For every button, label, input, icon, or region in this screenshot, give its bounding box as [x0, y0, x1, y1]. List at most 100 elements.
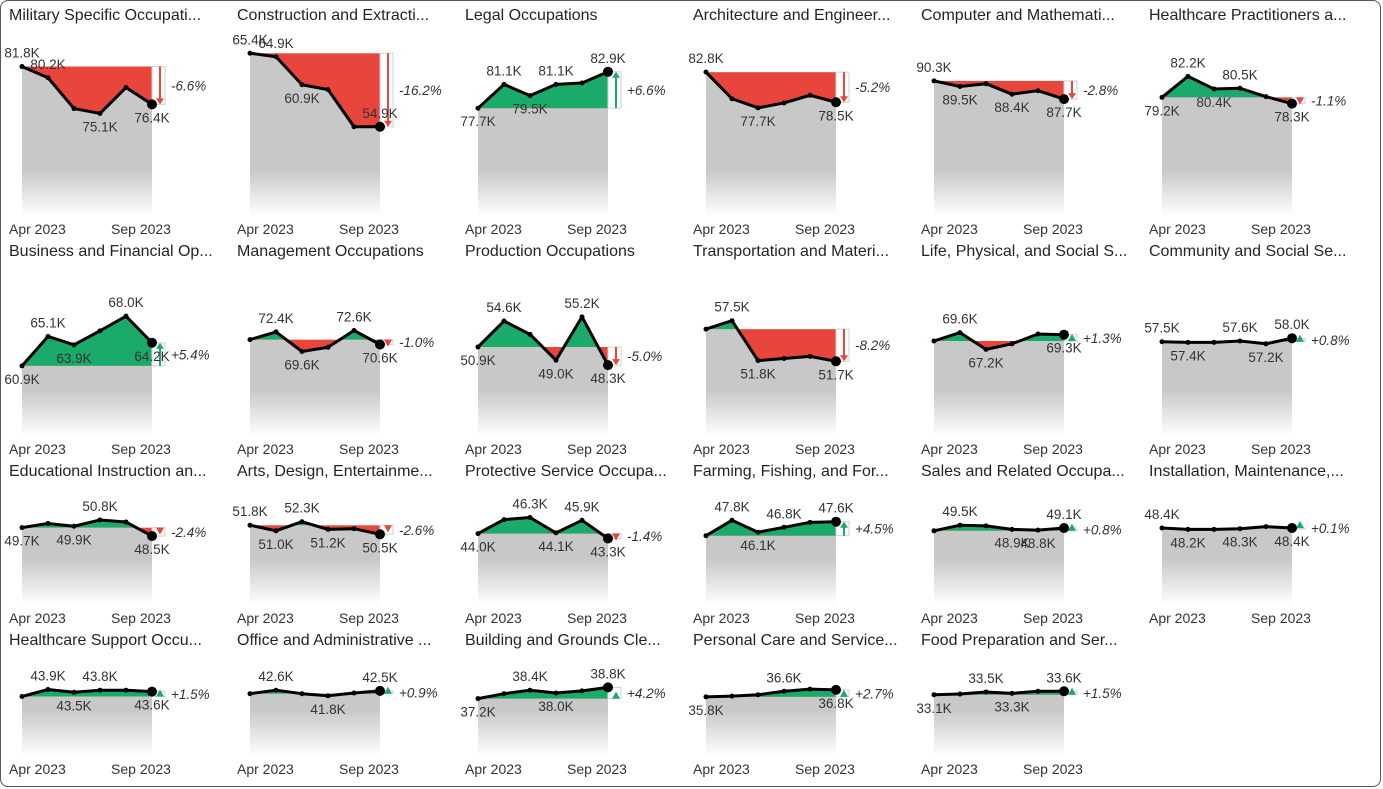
series-line	[477, 516, 609, 540]
triangle-up-icon	[1296, 521, 1304, 528]
x-tick-label: Sep 2023	[111, 441, 171, 457]
data-point	[273, 54, 279, 60]
x-tick-label: Sep 2023	[111, 761, 171, 777]
x-tick-label: Sep 2023	[111, 610, 171, 626]
data-label: 38.0K	[538, 699, 573, 714]
x-tick-label: Apr 2023	[921, 221, 978, 237]
last-data-point	[1059, 523, 1069, 533]
panel-title: Military Specific Occupati...	[9, 7, 202, 24]
data-label: 43.5K	[56, 698, 91, 713]
panel-title: Farming, Fishing, and For...	[693, 463, 889, 480]
area-fade	[1162, 170, 1292, 216]
data-point	[123, 687, 129, 693]
arrow-down-icon	[1068, 93, 1076, 100]
data-point	[299, 519, 305, 525]
delta-percent-label: -16.2%	[399, 83, 442, 98]
triangle-down-icon	[612, 533, 620, 541]
panel-18: +1.5% 43.9K 43.5K 43.8K 43.6K Apr 2023 Sep 202…	[9, 669, 210, 778]
area-fade	[22, 170, 152, 216]
data-label: 51.0K	[258, 537, 293, 552]
data-point	[501, 691, 507, 697]
x-tick-label: Apr 2023	[9, 610, 66, 626]
data-point	[19, 363, 25, 369]
data-label: 50.8K	[82, 499, 117, 514]
data-label: 51.8K	[740, 367, 775, 382]
x-tick-label: Sep 2023	[795, 221, 855, 237]
panel-title: Management Occupations	[237, 243, 424, 260]
x-tick-label: Sep 2023	[795, 761, 855, 777]
delta-percent-label: -1.4%	[627, 529, 662, 544]
data-label: 75.1K	[82, 119, 117, 134]
triangle-up-icon	[1068, 334, 1076, 341]
data-label: 89.5K	[942, 93, 977, 108]
panel-3: -5.2% 82.8K 77.7K 78.5K Apr 2023 Sep 2023	[688, 51, 890, 237]
series-line	[705, 319, 837, 363]
series-line	[477, 685, 609, 701]
data-label: 33.6K	[1046, 670, 1081, 685]
x-tick-label: Apr 2023	[693, 761, 750, 777]
data-label: 41.8K	[310, 702, 345, 717]
x-tick-label: Apr 2023	[921, 441, 978, 457]
x-tick-label: Sep 2023	[1251, 441, 1311, 457]
panel-title: Healthcare Support Occu...	[9, 632, 202, 649]
data-point	[273, 687, 279, 693]
delta-percent-label: +0.9%	[399, 685, 438, 700]
arrow-down-icon	[612, 359, 620, 366]
series-line	[933, 689, 1064, 697]
data-label: 80.2K	[30, 57, 65, 72]
x-tick-label: Sep 2023	[567, 221, 627, 237]
x-tick-label: Sep 2023	[1023, 441, 1083, 457]
data-label: 50.9K	[460, 353, 495, 368]
data-point	[1237, 338, 1243, 344]
data-label: 49.5K	[942, 504, 977, 519]
delta-percent-label: -5.0%	[627, 349, 662, 364]
data-label: 52.3K	[284, 501, 319, 516]
data-label: 35.8K	[688, 703, 723, 718]
data-point	[1035, 331, 1041, 337]
delta-percent-label: +0.8%	[1311, 333, 1350, 348]
panel-title: Life, Physical, and Social S...	[921, 243, 1128, 260]
data-label: 79.5K	[512, 102, 547, 117]
series-line	[249, 51, 380, 129]
data-point	[983, 346, 989, 352]
data-label: 82.8K	[688, 51, 723, 66]
data-point	[1211, 339, 1217, 345]
data-point	[957, 84, 963, 89]
panel-9: -8.2% 57.5K 51.8K 51.7K Apr 2023 Sep 2023	[693, 300, 890, 457]
data-label: 44.0K	[460, 540, 495, 555]
data-point	[703, 326, 709, 332]
triangle-up-icon	[1068, 523, 1076, 531]
data-label: 48.9K	[994, 535, 1029, 550]
data-point	[1185, 339, 1191, 345]
x-tick-label: Apr 2023	[237, 221, 294, 237]
last-data-point	[1287, 523, 1297, 533]
panel-20: +4.2% 37.2K 38.4K 38.0K 38.8K Apr 2023 Sep 202…	[460, 666, 665, 777]
data-label: 87.7K	[1046, 105, 1081, 120]
x-tick-label: Apr 2023	[465, 761, 522, 777]
data-label: 50.5K	[362, 540, 397, 555]
data-point	[1159, 339, 1165, 345]
data-point	[579, 314, 585, 320]
data-point	[931, 528, 937, 534]
last-data-point	[1059, 94, 1069, 105]
last-data-point	[1287, 333, 1297, 344]
last-data-point	[603, 533, 613, 544]
series-line	[933, 331, 1065, 351]
data-point	[957, 522, 963, 528]
panel-title: Architecture and Engineer...	[693, 7, 891, 24]
data-point	[247, 337, 253, 343]
data-label: 72.6K	[336, 310, 371, 325]
data-label: 78.3K	[1274, 110, 1309, 125]
data-point	[273, 528, 279, 534]
data-label: 76.4K	[134, 110, 169, 125]
series-line	[476, 70, 609, 110]
x-tick-label: Sep 2023	[339, 610, 399, 626]
data-point	[1185, 73, 1191, 79]
x-tick-label: Apr 2023	[9, 761, 66, 777]
data-point	[325, 87, 331, 93]
delta-percent-label: +1.5%	[1083, 686, 1122, 701]
data-point	[351, 690, 357, 696]
